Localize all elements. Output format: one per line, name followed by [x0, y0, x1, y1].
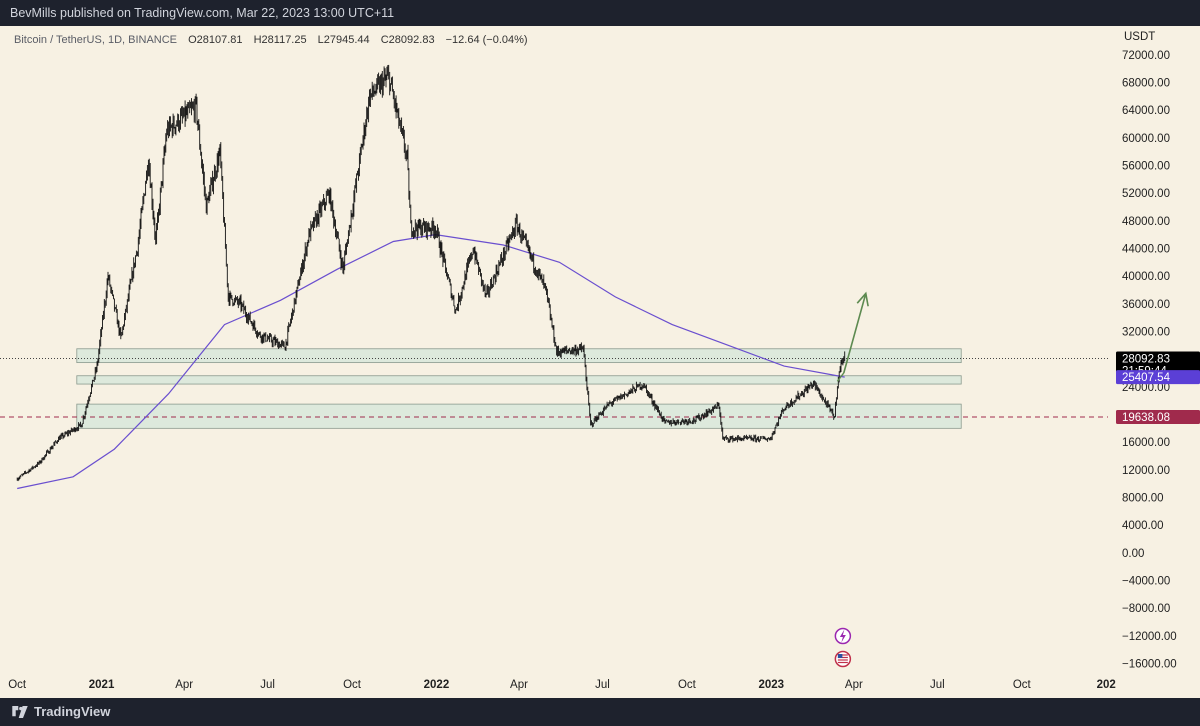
- projection-arrow-lead: [836, 372, 845, 382]
- publisher-text: BevMills published on TradingView.com, M…: [10, 6, 395, 20]
- y-tick-label: 68000.00: [1122, 77, 1170, 89]
- price-tag: [1116, 409, 1200, 424]
- x-tick-label: Oct: [343, 679, 362, 691]
- support-zone: [76, 348, 962, 364]
- y-tick-label: 32000.00: [1122, 326, 1170, 338]
- y-tick-label: 16000.00: [1122, 437, 1170, 449]
- us-flag-icon: [834, 650, 852, 668]
- x-tick-label: 2022: [424, 679, 450, 691]
- y-tick-label: 44000.00: [1122, 243, 1170, 255]
- price-tag-label: 19638.08: [1122, 412, 1170, 424]
- y-tick-label: 56000.00: [1122, 160, 1170, 172]
- lightning-glyph: [839, 629, 846, 643]
- y-tick-label: 36000.00: [1122, 299, 1170, 311]
- high-value: H28117.25: [253, 34, 307, 46]
- footer-bar: TradingView: [0, 698, 1200, 726]
- chart-canvas[interactable]: 72000.00 68000.00 64000.00 60000.00 56000.00…: [0, 26, 1200, 698]
- brand-name: TradingView: [34, 704, 111, 719]
- x-tick-label: 2023: [759, 679, 785, 691]
- y-tick-label: 24000.00: [1122, 382, 1170, 394]
- price-tag-label: 28092.83: [1122, 354, 1170, 366]
- x-tick-label: Oct: [678, 679, 697, 691]
- x-tick-label: Oct: [8, 679, 27, 691]
- candles: [16, 64, 846, 482]
- y-tick-label: 40000.00: [1122, 271, 1170, 283]
- price-tag: [1116, 370, 1200, 385]
- flag-canton: [837, 654, 843, 658]
- y-tick-label: 64000.00: [1122, 105, 1170, 117]
- y-tick-label: 48000.00: [1122, 216, 1170, 228]
- moving-average-line: [17, 233, 845, 490]
- support-zone: [76, 375, 962, 385]
- y-tick-label: 12000.00: [1122, 465, 1170, 477]
- price-chart[interactable]: Bitcoin / TetherUS, 1D, BINANCE O28107.8…: [0, 26, 1200, 698]
- tradingview-logo-icon: [12, 705, 28, 718]
- change-value: −12.64 (−0.04%): [445, 34, 528, 46]
- y-tick-label: 60000.00: [1122, 133, 1170, 145]
- x-tick-label: 202: [1097, 679, 1116, 691]
- y-tick-label: 0.00: [1122, 548, 1144, 560]
- x-tick-label: Jul: [930, 679, 945, 691]
- symbol-title: Bitcoin / TetherUS, 1D, BINANCE: [14, 34, 178, 46]
- y-tick-label: −4000.00: [1122, 576, 1170, 588]
- y-tick-label: 4000.00: [1122, 520, 1164, 532]
- x-tick-label: Apr: [510, 679, 528, 691]
- projection-arrowhead: [856, 291, 869, 307]
- projection-arrow: [843, 293, 867, 374]
- publisher-bar: BevMills published on TradingView.com, M…: [0, 0, 1200, 26]
- open-value: O28107.81: [188, 34, 243, 46]
- x-tick-label: Jul: [595, 679, 610, 691]
- support-zone: [76, 403, 962, 429]
- y-tick-label: 52000.00: [1122, 188, 1170, 200]
- price-tag-label: 25407.54: [1122, 372, 1171, 384]
- brand: TradingView: [12, 704, 110, 719]
- x-tick-label: Jul: [260, 679, 275, 691]
- y-tick-label: 8000.00: [1122, 493, 1164, 505]
- y-tick-label: 72000.00: [1122, 50, 1170, 62]
- x-tick-label: Apr: [175, 679, 193, 691]
- y-tick-label: −16000.00: [1122, 659, 1177, 671]
- x-tick-label: 2021: [89, 679, 115, 691]
- y-tick-label: −8000.00: [1122, 603, 1170, 615]
- low-value: L27945.44: [317, 34, 370, 46]
- x-tick-label: Oct: [1013, 679, 1032, 691]
- y-tick-label: −12000.00: [1122, 631, 1177, 643]
- y-axis-unit: USDT: [1124, 31, 1155, 43]
- x-tick-label: Apr: [845, 679, 863, 691]
- close-value: C28092.83: [380, 34, 435, 46]
- symbol-legend: Bitcoin / TetherUS, 1D, BINANCE O28107.8…: [14, 34, 536, 46]
